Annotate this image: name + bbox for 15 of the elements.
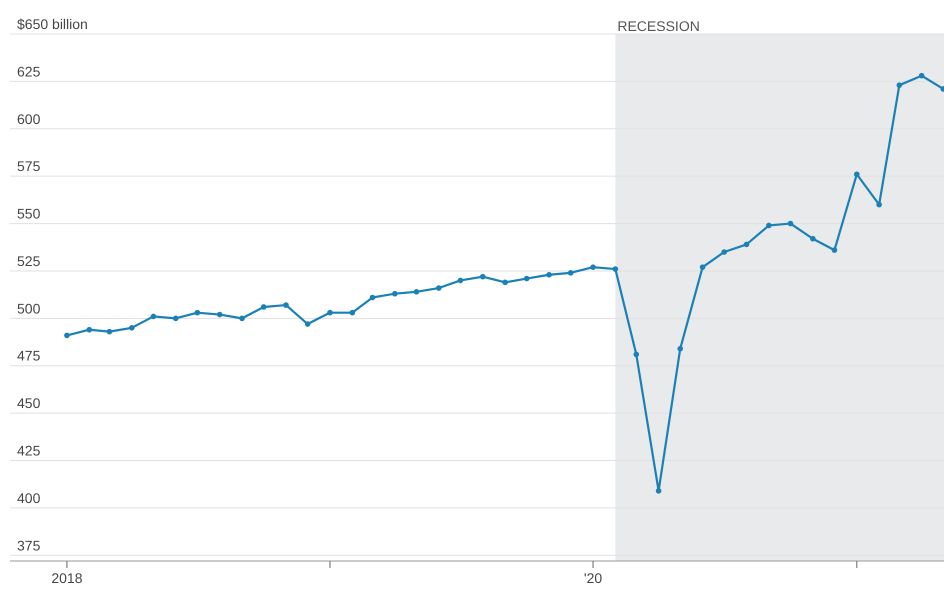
y-tick-label: 475 (17, 348, 41, 364)
y-tick-label: 575 (17, 158, 41, 174)
y-tick-label: 400 (17, 490, 41, 506)
x-tick-label: '20 (584, 570, 602, 586)
y-tick-label: 375 (17, 537, 41, 554)
band-label: RECESSION (617, 18, 700, 34)
y-tick-label: 550 (17, 206, 41, 222)
x-tick-label: 2018 (51, 570, 83, 586)
y-tick-label: 525 (17, 252, 41, 269)
y-tick-label: 500 (17, 300, 41, 316)
y-tick-label: 425 (17, 442, 41, 459)
y-tick-label: $650 billion (17, 16, 88, 32)
y-tick-label: 450 (17, 395, 41, 412)
y-tick-label: 600 (17, 110, 41, 127)
y-tick-label: 625 (17, 63, 41, 80)
